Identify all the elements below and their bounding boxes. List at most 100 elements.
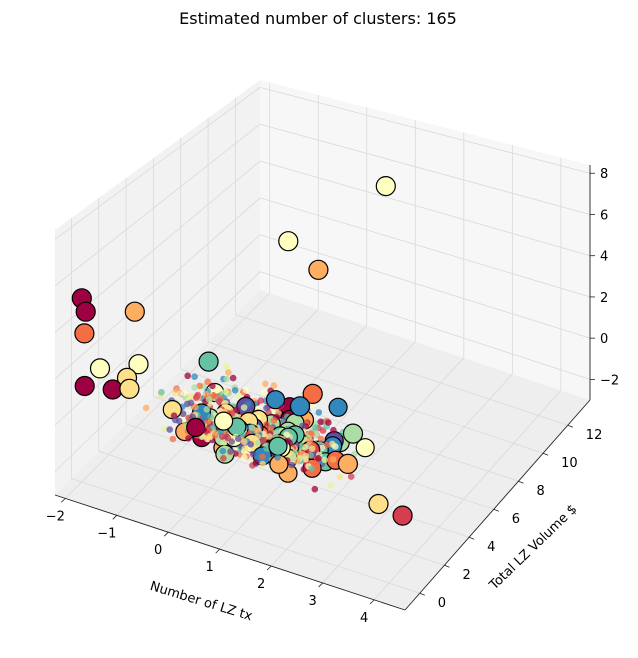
cluster-point [173,386,180,393]
cluster-point [235,435,242,443]
tick-mark [567,424,573,428]
grid-y-floor [71,478,420,594]
cluster-point [231,387,239,394]
cluster-point [259,453,266,461]
cluster-point [327,482,335,489]
x-tick-label: −1 [97,526,116,541]
axes-panes [55,80,590,610]
cluster-point [253,427,260,434]
outlier-point [342,423,364,444]
cluster-point [227,448,234,455]
grid-z-back [259,160,591,257]
x-tick-label: 1 [206,560,214,575]
tick-mark [61,498,66,503]
cluster-point-large [328,397,348,417]
cluster-point [288,461,296,469]
cluster-point [184,372,191,380]
cluster-point [307,452,315,459]
z-tick-label: 2 [600,291,608,306]
cluster-point-large [268,436,288,456]
cluster-point [229,374,237,382]
grid-z-left [54,271,261,473]
grid-z-left [54,87,261,240]
outlier-point [75,301,96,322]
cluster-point [311,485,319,493]
y-tick-label: 6 [512,512,520,527]
outlier-point [337,453,358,474]
cluster-point [221,400,228,407]
cluster-point [193,393,201,401]
cluster-point [291,449,299,457]
cluster-point [205,426,212,434]
x-tick-label: 2 [257,577,265,592]
cluster-point [209,382,216,390]
cluster-point [260,388,268,396]
cluster-point [259,460,266,468]
cluster-point [223,363,230,370]
scatter-points [71,176,413,526]
cluster-point [315,455,322,462]
cluster-point [330,426,337,434]
x-tick-label: 4 [360,611,368,626]
tick-mark [163,531,169,537]
cluster-point [249,450,257,458]
cluster-point [203,435,211,443]
cluster-point [306,437,314,444]
cluster-point [325,419,332,426]
cluster-point [270,417,278,424]
x-tick-label: 3 [308,594,316,609]
tick-mark [369,599,375,605]
cluster-point [241,438,248,446]
grid-z-back [259,234,591,339]
tick-mark [419,592,425,596]
y-tick-label: 4 [487,540,495,555]
cluster-point [187,399,195,407]
z-tick-label: 6 [600,209,608,224]
grid-x-floor [65,292,270,499]
cluster-point [267,425,274,432]
cluster-point [158,388,165,396]
x-tick-label: 0 [154,543,162,558]
outlier-point [302,383,323,404]
cluster-point [252,459,260,467]
x-tick-label: −2 [46,509,65,524]
x-axis-label: Number of LZ tx [148,579,254,624]
cluster-point [222,388,229,396]
cluster-point [270,382,278,389]
cluster-point [283,431,290,439]
cluster-point [235,392,243,400]
cluster-point [289,454,297,462]
z-tick-label: 4 [600,250,608,265]
outlier-point [368,493,389,515]
cluster-point [225,369,232,376]
cluster-point-large [265,390,286,410]
cluster-point [312,424,319,431]
grid-z-back [259,123,591,215]
grid-z-back [259,197,591,298]
y-tick-label: 0 [438,596,446,611]
outlier-point [308,259,329,280]
cluster-point [166,426,173,433]
cluster-point [169,435,177,443]
cluster-point [315,409,323,416]
grid-x-floor [270,357,465,567]
cluster-point [224,434,232,442]
chart-title: Estimated number of clusters: 165 [179,9,457,28]
cluster-point [203,406,211,413]
grid-z-back [259,86,591,174]
z-tick-label: 8 [600,167,608,182]
outlier-point [74,323,95,344]
outlier-point [128,354,149,375]
cluster-point [308,465,315,472]
cluster-point [218,433,226,440]
cluster-point [204,378,211,386]
tick-mark [215,548,220,554]
grid-x-floor [322,373,513,584]
cluster-point [262,380,269,388]
y-axis-line [404,399,591,611]
cluster-point [332,443,339,450]
outlier-point [124,301,145,322]
cluster-point [301,444,309,451]
